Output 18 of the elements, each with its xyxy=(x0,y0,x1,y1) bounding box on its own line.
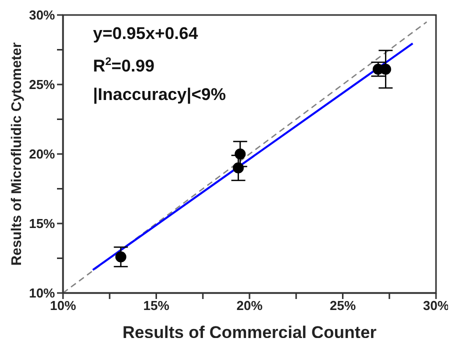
x-tick-label: 15% xyxy=(143,298,170,314)
y-axis-title: Results of Microfluidic Cytometer xyxy=(8,42,24,266)
point xyxy=(234,148,246,160)
x-tick-label: 25% xyxy=(330,298,356,314)
annotation: y=0.95x+0.64 xyxy=(93,24,198,43)
point xyxy=(232,162,244,174)
y-tick-label: 30% xyxy=(28,8,56,23)
annotation: |Inaccuracy|<9% xyxy=(93,84,226,104)
point xyxy=(115,251,126,262)
x-tick-label: 10% xyxy=(50,298,76,314)
y-tick-label: 20% xyxy=(28,146,56,162)
x-tick-label: 20% xyxy=(236,298,263,314)
x-axis-title: Results of Commercial Counter xyxy=(122,323,377,342)
y-tick-label: 15% xyxy=(28,216,56,232)
y-tick-label: 25% xyxy=(28,77,56,92)
y-tick-label: 10% xyxy=(28,286,56,301)
point xyxy=(380,64,392,75)
annotation: R$^{2}$=0.99 xyxy=(93,56,154,76)
